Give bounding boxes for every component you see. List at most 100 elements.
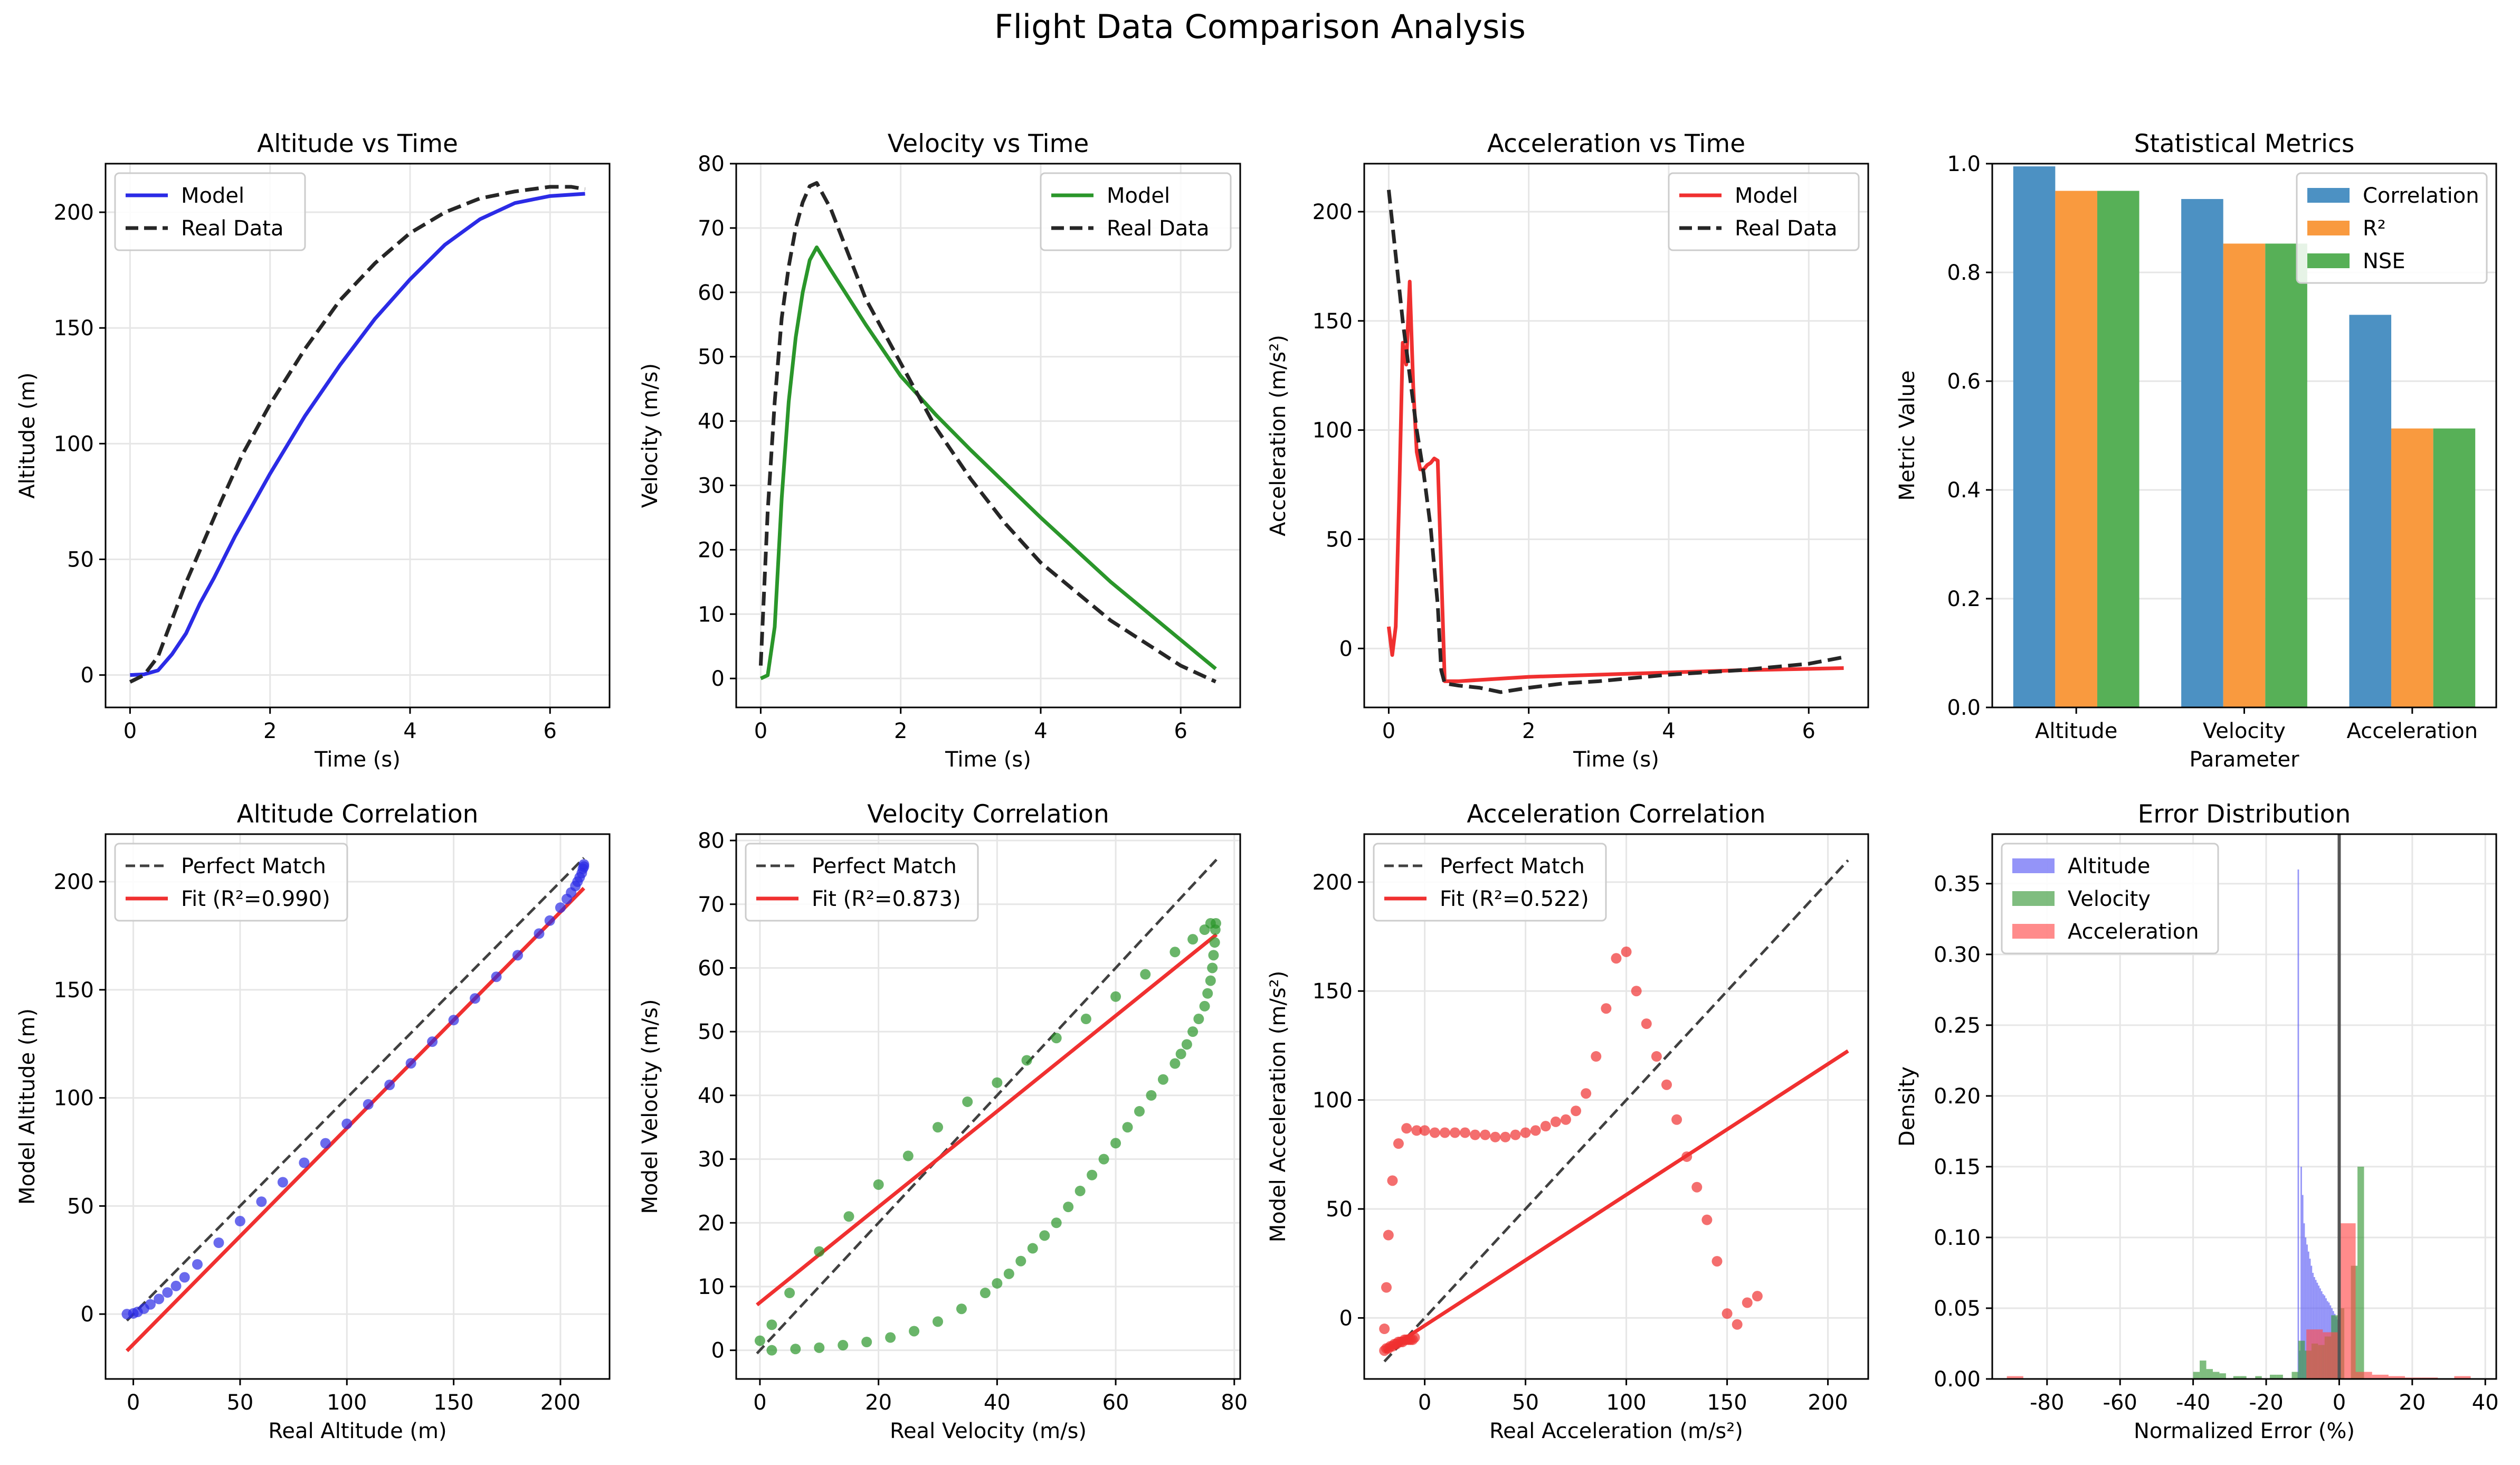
x-tick-label: 100 [1606,1391,1646,1415]
y-axis-label: Model Velocity (m/s) [638,999,662,1214]
scatter-point [909,1326,920,1337]
scatter-point [1500,1131,1511,1142]
hist-bar-velocity [2255,1376,2262,1379]
y-tick-label: 50 [67,1194,94,1218]
x-tick-label: 2 [263,719,277,743]
y-tick-label: 50 [1326,527,1353,552]
scatter-point [1571,1105,1582,1117]
chart-title: Acceleration vs Time [1487,129,1745,158]
x-axis-label: Time (s) [1573,748,1659,772]
scatter-point [1051,1217,1062,1228]
scatter-point [170,1280,182,1291]
x-tick-label: 80 [1221,1391,1248,1415]
legend-label: Altitude [2068,854,2150,878]
x-tick-label: -60 [2103,1391,2137,1415]
panel-3 [1986,163,2497,714]
scatter-point [1027,1243,1038,1254]
y-tick-label: 100 [1313,1089,1353,1113]
y-tick-label: 0.20 [1934,1084,1981,1109]
scatter-point [1681,1151,1692,1162]
scatter-point [1711,1256,1723,1267]
scatter-point [766,1319,777,1330]
y-tick-label: 0 [1339,637,1353,661]
x-tick-label: -20 [2249,1391,2283,1415]
scatter-point [154,1293,165,1305]
y-tick-label: 0.8 [1947,261,1981,285]
scatter-point [578,859,589,870]
legend-box [2001,843,2219,954]
x-tick-label: Altitude [2035,719,2117,743]
y-tick-label: 50 [67,547,94,572]
panel-1 [730,163,1241,714]
scatter-point [766,1345,777,1356]
scatter-point [1098,1154,1109,1165]
chart-title: Error Distribution [2138,800,2351,829]
legend-swatch [2307,188,2350,203]
y-tick-label: 0.15 [1934,1155,1981,1179]
series-line-real-data [129,185,586,684]
x-tick-label: 4 [403,719,416,743]
hist-bar-velocity [2276,1374,2283,1379]
y-tick-label: 20 [698,538,725,562]
y-tick-label: 0 [711,667,725,691]
x-tick-label: 20 [2399,1391,2426,1415]
y-tick-label: 100 [1313,419,1353,443]
hist-bar-altitude [2315,1280,2317,1379]
axes-frame [1991,833,2497,1380]
panel-5 [730,833,1241,1385]
x-tick-label: 0 [1418,1391,1431,1415]
bar-nse-velocity [2265,243,2307,707]
x-tick-label: 0 [127,1391,140,1415]
hist-bar-velocity [2240,1376,2247,1379]
hist-bar-velocity [2357,1166,2364,1379]
panel-2 [1358,163,1869,714]
scatter-point [1823,0,1833,5]
scatter-point [1621,946,1632,957]
hist-bar-altitude [2312,1272,2314,1379]
x-axis-label: Real Altitude (m) [268,1419,446,1443]
bar-r-acceleration [2391,428,2433,707]
legend-swatch [2307,221,2350,235]
legend-swatch [2012,858,2055,873]
y-tick-label: 0 [1339,1306,1353,1330]
scatter-point [1752,1291,1763,1302]
x-tick-label: 0 [754,719,767,743]
scatter-point [1419,1125,1430,1136]
y-tick-label: 0 [81,664,94,688]
scatter-point [1843,0,1853,5]
y-tick-label: 0.30 [1934,943,1981,967]
axes-frame [735,163,1241,708]
legend-label: Fit (R²=0.522) [1440,887,1589,911]
scatter-point [1169,1058,1181,1069]
perfect-match-line [126,857,585,1322]
figure-title: Flight Data Comparison Analysis [994,7,1526,46]
scatter-point [1207,962,1218,973]
scatter-point [1661,1079,1672,1090]
scatter-point [962,1096,973,1107]
scatter-point [933,1122,943,1133]
scatter-point [1003,1268,1014,1279]
x-axis-label: Time (s) [314,748,401,772]
y-tick-label: 0 [81,1302,94,1327]
scatter-point [470,993,481,1004]
scatter-point [1379,1324,1390,1335]
scatter-point [1510,1129,1521,1140]
hist-bar-velocity [2269,1374,2277,1379]
scatter-point [534,928,545,939]
legend-box [114,172,306,251]
scatter-point [1210,918,1221,929]
axes-frame [1363,833,1869,1380]
x-tick-label: 150 [433,1391,473,1415]
legend-box [1040,172,1232,251]
scatter-point [1742,1297,1753,1308]
y-tick-label: 0.0 [1947,696,1981,720]
hist-bar-velocity [2193,1372,2200,1379]
scatter-point [814,1342,825,1353]
perfect-match-line [756,858,1218,1355]
scatter-point [299,1157,310,1168]
x-tick-label: 4 [1034,719,1047,743]
scatter-point [427,1036,438,1047]
y-tick-label: 150 [54,316,94,341]
y-tick-label: 80 [698,829,725,853]
scatter-point [1833,0,1843,5]
